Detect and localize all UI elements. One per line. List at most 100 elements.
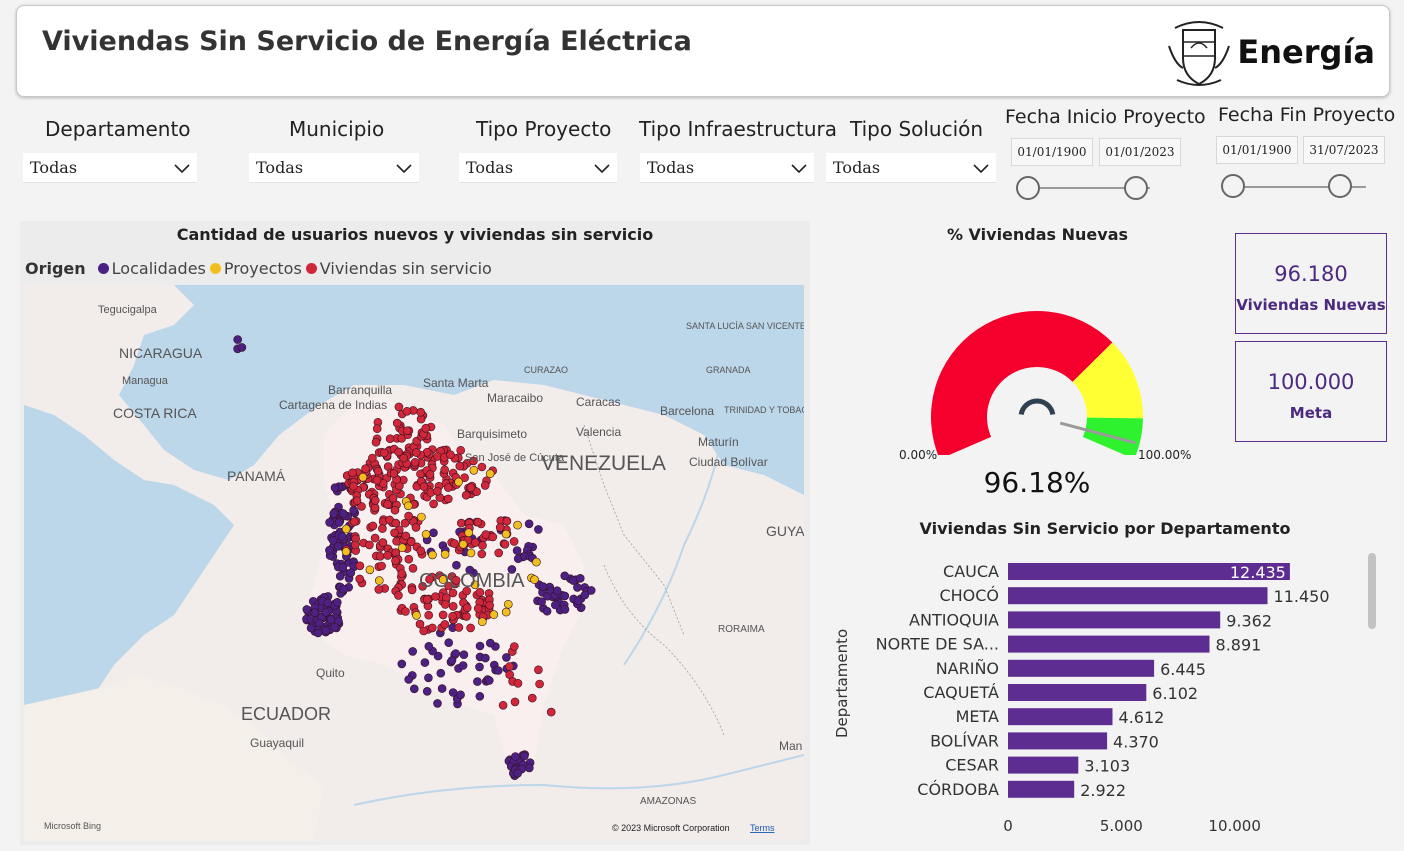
map-point[interactable] <box>462 586 472 596</box>
map-point[interactable] <box>473 677 482 686</box>
map-point[interactable] <box>440 620 450 629</box>
map-point[interactable] <box>495 523 505 532</box>
bar-chart[interactable]: Departamento CAUCA 12.435 CHOCÓ 11.450 ANTIO… <box>830 550 1390 840</box>
legend-item-proyectos[interactable]: Proyectos <box>209 259 302 278</box>
bar[interactable] <box>1008 659 1155 677</box>
bar[interactable] <box>1008 563 1290 580</box>
map-point[interactable] <box>404 511 413 521</box>
map-point[interactable] <box>394 402 404 412</box>
map-point[interactable] <box>335 571 345 581</box>
map-point[interactable] <box>500 539 510 549</box>
map-point[interactable] <box>355 561 365 571</box>
map-point[interactable] <box>334 518 344 527</box>
map-point[interactable] <box>503 599 513 609</box>
map-point[interactable] <box>513 768 523 778</box>
map-point[interactable] <box>450 539 459 548</box>
map-point[interactable] <box>403 501 413 511</box>
map-point[interactable] <box>402 407 412 416</box>
map-point[interactable] <box>321 607 331 617</box>
map-point[interactable] <box>436 668 446 678</box>
map-point[interactable] <box>473 604 483 613</box>
map-point[interactable] <box>510 697 520 707</box>
map-point[interactable] <box>469 456 478 466</box>
map-point[interactable] <box>424 673 433 683</box>
map-point[interactable] <box>446 450 455 459</box>
map-point[interactable] <box>475 691 485 701</box>
map-point[interactable] <box>440 465 450 475</box>
map-point[interactable] <box>512 546 522 555</box>
map-point[interactable] <box>475 641 485 651</box>
map-point[interactable] <box>580 590 590 600</box>
map-point[interactable] <box>489 610 499 619</box>
bars-group[interactable]: CAUCA 12.435 CHOCÓ 11.450 ANTIOQUIA 9.362 NORT… <box>876 562 1330 800</box>
map-point[interactable] <box>494 548 504 558</box>
map-point[interactable] <box>415 619 425 629</box>
map-point[interactable] <box>454 623 464 632</box>
map-point[interactable] <box>328 536 338 545</box>
map-point[interactable] <box>534 665 543 675</box>
municipio-dropdown[interactable]: Todas <box>249 153 419 183</box>
map-point[interactable] <box>538 582 548 591</box>
map-point[interactable] <box>456 690 465 700</box>
map-point[interactable] <box>475 587 485 597</box>
kpi-meta[interactable]: 100.000 Meta <box>1235 341 1387 442</box>
map-point[interactable] <box>399 453 409 463</box>
map-point[interactable] <box>501 607 511 617</box>
map-point[interactable] <box>233 335 242 344</box>
fecha-fin-slider-end-handle[interactable] <box>1328 174 1352 198</box>
fecha-inicio-slider-start-handle[interactable] <box>1016 176 1040 200</box>
map-point[interactable] <box>341 547 351 556</box>
map-point[interactable] <box>302 605 312 614</box>
map-point[interactable] <box>349 481 358 491</box>
map-point[interactable] <box>394 447 403 457</box>
map-point[interactable] <box>372 424 382 433</box>
map-point[interactable] <box>458 661 468 670</box>
map-point[interactable] <box>573 596 583 606</box>
map-point[interactable] <box>408 563 418 573</box>
map-point[interactable] <box>448 688 458 697</box>
map-point[interactable] <box>390 528 399 538</box>
map-point[interactable] <box>458 539 468 549</box>
map-point[interactable] <box>425 470 435 479</box>
map-point[interactable] <box>392 418 402 428</box>
map-point[interactable] <box>330 483 340 492</box>
map-point[interactable] <box>546 707 556 717</box>
map-point[interactable] <box>535 679 544 689</box>
bar[interactable] <box>1008 684 1147 701</box>
map-point[interactable] <box>397 569 407 578</box>
map-point[interactable] <box>470 580 480 590</box>
map-point[interactable] <box>377 561 386 571</box>
map-point[interactable] <box>471 538 480 547</box>
bar-chart-scrollbar[interactable] <box>1368 553 1376 629</box>
map-point[interactable] <box>473 517 483 527</box>
map-point[interactable] <box>452 560 461 570</box>
map-point[interactable] <box>438 610 448 620</box>
map-point[interactable] <box>332 597 342 607</box>
map-point[interactable] <box>431 592 440 601</box>
map-point[interactable] <box>537 597 546 607</box>
map-point[interactable] <box>448 611 457 621</box>
map-point[interactable] <box>404 554 414 564</box>
map-point[interactable] <box>451 649 461 658</box>
bar[interactable] <box>1008 611 1221 629</box>
map-point[interactable] <box>390 505 400 515</box>
map-point[interactable] <box>433 487 442 496</box>
bing-map[interactable]: Tegucigalpa NICARAGUA Managua COSTA RICA… <box>24 285 804 841</box>
map-point[interactable] <box>461 490 471 500</box>
map-points[interactable] <box>233 335 596 781</box>
map-point[interactable] <box>422 595 432 604</box>
map-point[interactable] <box>391 518 401 528</box>
map-point[interactable] <box>352 496 362 505</box>
map-point[interactable] <box>429 499 438 509</box>
map-point[interactable] <box>323 598 333 608</box>
map-point[interactable] <box>400 518 410 528</box>
map-point[interactable] <box>429 528 438 538</box>
map-point[interactable] <box>355 574 365 584</box>
map-point[interactable] <box>329 509 339 518</box>
bar[interactable] <box>1008 635 1210 653</box>
map-point[interactable] <box>481 653 490 663</box>
map-point[interactable] <box>419 626 429 636</box>
map-point[interactable] <box>397 543 407 553</box>
map-point[interactable] <box>401 607 410 616</box>
map-point[interactable] <box>462 603 472 613</box>
